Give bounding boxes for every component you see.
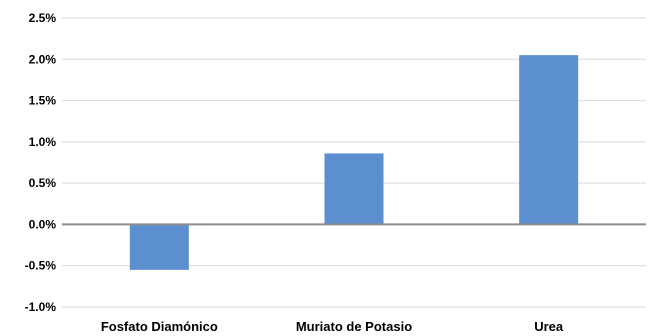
y-tick-label: 1.0%	[29, 135, 57, 149]
y-tick-label: 2.5%	[29, 11, 57, 25]
y-tick-label: 1.5%	[29, 94, 57, 108]
x-category-label: Fosfato Diamónico	[101, 319, 218, 334]
y-axis-ticks: -1.0% -0.5% 0.0% 0.5% 1.0% 1.5% 2.0% 2.5%	[25, 11, 57, 314]
x-category-label: Urea	[534, 319, 564, 334]
bar	[519, 55, 579, 225]
bar	[324, 153, 384, 225]
x-category-label: Muriato de Potasio	[296, 319, 412, 334]
y-tick-label: -1.0%	[25, 300, 57, 314]
y-tick-label: 0.5%	[29, 176, 57, 190]
bars	[129, 55, 579, 270]
y-tick-label: 2.0%	[29, 52, 57, 66]
x-axis-categories: Fosfato Diamónico Muriato de Potasio Urea	[101, 319, 564, 334]
y-tick-label: -0.5%	[25, 259, 57, 273]
bar	[129, 224, 189, 270]
y-tick-label: 0.0%	[29, 217, 57, 231]
